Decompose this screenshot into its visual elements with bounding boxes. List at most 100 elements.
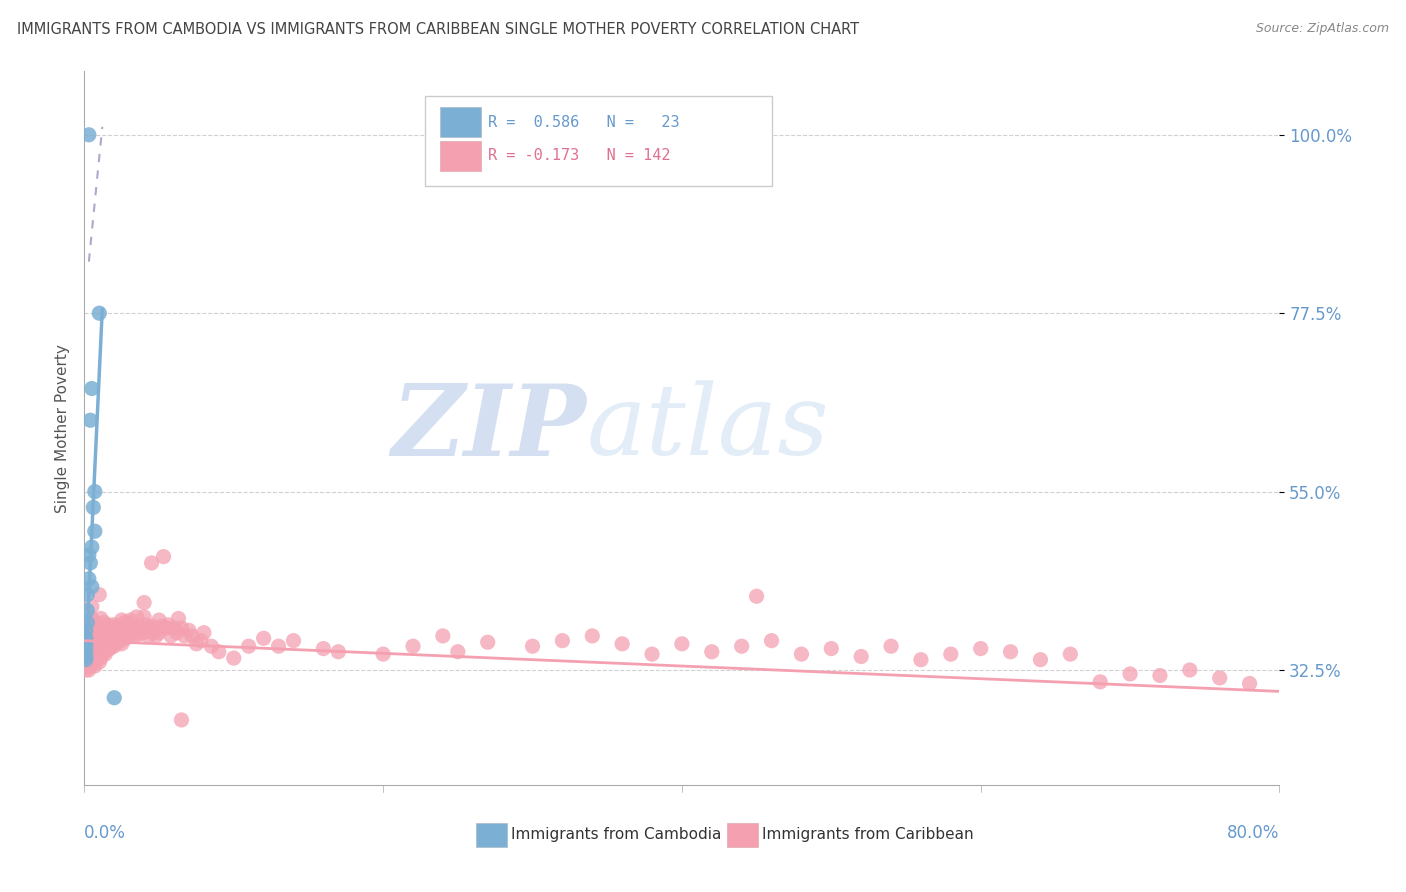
Text: 0.0%: 0.0% (84, 824, 127, 842)
Point (89, 624, 111, 638)
Point (83, 484, 105, 499)
Point (100, 629, 122, 643)
Point (105, 632, 128, 646)
Point (253, 632, 276, 646)
Text: IMMIGRANTS FROM CAMBODIA VS IMMIGRANTS FROM CARIBBEAN SINGLE MOTHER POVERTY CORR: IMMIGRANTS FROM CAMBODIA VS IMMIGRANTS F… (17, 22, 859, 37)
Point (1209, 671, 1232, 685)
Point (86, 632, 108, 646)
Point (124, 625, 146, 640)
Point (1119, 667, 1142, 681)
Point (148, 613, 170, 627)
Point (138, 629, 160, 643)
Point (157, 617, 180, 632)
Point (107, 624, 129, 638)
Point (125, 621, 148, 635)
Point (79, 647, 101, 661)
Point (77, 128, 100, 142)
Point (80, 635, 103, 649)
Point (76, 651, 98, 665)
Point (155, 621, 177, 635)
Point (170, 713, 193, 727)
Point (83, 639, 105, 653)
Point (131, 625, 153, 640)
Point (96, 632, 118, 647)
Point (166, 625, 188, 640)
Point (75, 632, 97, 646)
Point (122, 617, 145, 632)
Point (522, 639, 544, 653)
Point (75, 649, 97, 664)
Point (96, 643, 118, 657)
Point (77, 619, 100, 633)
Point (128, 627, 150, 641)
Point (77, 647, 100, 661)
Point (173, 629, 195, 643)
Point (447, 645, 470, 659)
Point (75, 653, 97, 667)
Point (132, 610, 156, 624)
Point (160, 629, 183, 643)
Point (477, 635, 499, 649)
Point (93, 615, 115, 630)
Point (97, 629, 120, 643)
Point (86, 643, 108, 657)
Point (103, 617, 125, 632)
Point (115, 619, 138, 633)
Point (581, 629, 603, 643)
Point (127, 624, 149, 638)
Point (148, 625, 170, 640)
Point (970, 641, 993, 656)
Point (1178, 663, 1201, 677)
Point (91, 629, 114, 643)
Point (83, 659, 105, 673)
Point (86, 619, 108, 633)
Text: Immigrants from Caribbean: Immigrants from Caribbean (762, 828, 973, 842)
Point (98, 641, 121, 656)
FancyBboxPatch shape (477, 822, 508, 847)
Point (112, 632, 135, 646)
Point (117, 615, 139, 630)
Point (77, 572, 100, 586)
FancyBboxPatch shape (425, 96, 772, 186)
Point (91, 637, 114, 651)
Point (312, 641, 335, 656)
Point (87, 619, 110, 633)
Point (103, 629, 125, 643)
Point (186, 637, 208, 651)
Point (432, 629, 454, 643)
Point (76, 659, 98, 673)
Point (77, 655, 100, 669)
Point (283, 633, 305, 648)
Point (1090, 674, 1112, 689)
Point (200, 639, 222, 653)
Point (101, 625, 124, 640)
Point (77, 548, 100, 562)
Point (90, 627, 112, 641)
Point (105, 619, 128, 633)
Point (97, 617, 120, 632)
Point (402, 639, 425, 653)
Point (120, 625, 142, 640)
Point (1239, 676, 1261, 690)
Point (83, 524, 105, 539)
Point (80, 599, 103, 614)
Point (75, 639, 97, 653)
Point (141, 556, 163, 570)
Point (125, 610, 148, 624)
Point (91, 647, 114, 661)
Point (80, 540, 103, 554)
Point (98, 629, 121, 643)
Point (79, 413, 101, 427)
Point (86, 651, 108, 665)
Point (76, 603, 98, 617)
Point (612, 637, 634, 651)
Point (79, 619, 101, 633)
Point (671, 637, 693, 651)
Text: Source: ZipAtlas.com: Source: ZipAtlas.com (1256, 22, 1389, 36)
Point (790, 647, 813, 661)
Point (761, 633, 783, 648)
Point (83, 615, 105, 630)
Text: Immigrants from Cambodia: Immigrants from Cambodia (510, 828, 721, 842)
Point (87, 651, 110, 665)
Point (75, 647, 97, 661)
